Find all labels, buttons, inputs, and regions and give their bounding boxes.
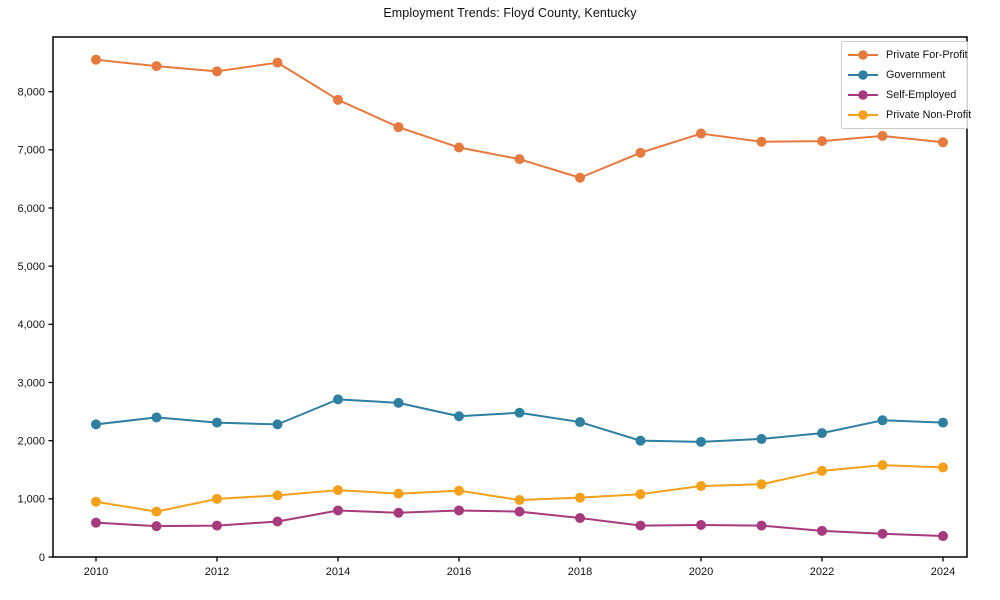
legend-line-marker-icon — [848, 110, 878, 120]
data-point — [333, 485, 343, 496]
data-point — [575, 492, 585, 503]
data-point — [817, 525, 827, 536]
data-point — [575, 417, 585, 428]
y-tick-label: 5,000 — [17, 261, 45, 273]
y-tick-label: 0 — [39, 552, 45, 564]
series-line-1 — [95, 398, 944, 443]
data-point — [877, 460, 888, 471]
data-point — [393, 397, 404, 408]
y-tick-label: 7,000 — [17, 145, 45, 157]
data-point — [454, 411, 464, 422]
data-point — [877, 415, 888, 426]
data-point — [151, 506, 162, 517]
data-point — [575, 513, 585, 524]
data-point — [514, 506, 525, 517]
data-point — [393, 122, 404, 133]
data-point — [91, 517, 101, 528]
data-point — [91, 54, 101, 65]
data-point — [938, 462, 948, 473]
data-point — [212, 520, 222, 531]
data-point — [696, 520, 706, 531]
data-point — [333, 505, 343, 516]
data-point — [696, 436, 706, 447]
legend-label: Self-Employed — [886, 89, 957, 101]
data-point — [91, 419, 101, 430]
x-tick-label: 2010 — [84, 566, 108, 578]
data-point — [514, 494, 525, 505]
data-point — [635, 435, 646, 446]
data-point — [454, 142, 464, 153]
data-point — [575, 172, 585, 183]
legend-label: Private Non-Profit — [886, 109, 972, 121]
data-point — [272, 57, 283, 68]
data-point — [333, 394, 343, 405]
data-point — [454, 505, 464, 516]
data-point — [393, 507, 404, 518]
data-point — [938, 417, 948, 428]
data-point — [877, 130, 888, 141]
data-point — [635, 520, 646, 531]
data-point — [877, 528, 888, 539]
legend-line-marker-icon — [848, 70, 878, 80]
legend-item-self-employed: Self-Employed — [847, 86, 965, 104]
data-point — [756, 479, 767, 490]
y-tick-label: 3,000 — [17, 377, 45, 389]
x-tick-label: 2016 — [447, 566, 471, 578]
data-point — [393, 488, 404, 499]
data-point — [272, 490, 283, 501]
legend: Private For-Profit Government Self-Emplo… — [841, 41, 971, 129]
data-point — [938, 137, 948, 148]
x-tick-label: 2024 — [931, 566, 955, 578]
data-point — [817, 428, 827, 439]
data-point — [756, 433, 767, 444]
data-point — [756, 520, 767, 531]
legend-label: Government — [886, 69, 946, 81]
data-point — [756, 136, 767, 147]
x-tick-label: 2014 — [326, 566, 350, 578]
data-point — [635, 147, 646, 158]
chart-title: Employment Trends: Floyd County, Kentuck… — [383, 6, 637, 20]
legend-line-marker-icon — [848, 90, 878, 100]
data-point — [212, 417, 222, 428]
data-point — [696, 128, 706, 139]
data-point — [454, 485, 464, 496]
data-point — [212, 66, 222, 77]
data-point — [696, 481, 706, 492]
y-tick-label: 8,000 — [17, 86, 45, 98]
x-tick-label: 2012 — [205, 566, 229, 578]
data-point — [272, 516, 283, 527]
y-tick-label: 2,000 — [17, 435, 45, 447]
data-point — [151, 521, 162, 532]
legend-line-marker-icon — [848, 50, 878, 60]
data-point — [91, 496, 101, 507]
legend-label: Private For-Profit — [886, 49, 968, 61]
data-point — [151, 412, 162, 423]
legend-item-private-for-profit: Private For-Profit — [847, 46, 968, 64]
data-point — [272, 419, 283, 430]
x-tick-label: 2020 — [689, 566, 713, 578]
data-point — [817, 136, 827, 147]
data-point — [333, 94, 343, 105]
x-tick-label: 2022 — [810, 566, 834, 578]
data-point — [212, 493, 222, 504]
legend-item-government: Government — [847, 66, 965, 84]
data-point — [514, 407, 525, 418]
data-point — [514, 154, 525, 165]
legend-item-private-non-profit: Private Non-Profit — [847, 106, 971, 124]
y-tick-label: 1,000 — [17, 494, 45, 506]
y-tick-label: 4,000 — [17, 319, 45, 331]
data-point — [817, 465, 827, 476]
data-point — [635, 489, 646, 500]
data-point — [938, 531, 948, 542]
y-tick-label: 6,000 — [17, 203, 45, 215]
x-tick-label: 2018 — [568, 566, 592, 578]
data-point — [151, 61, 162, 72]
